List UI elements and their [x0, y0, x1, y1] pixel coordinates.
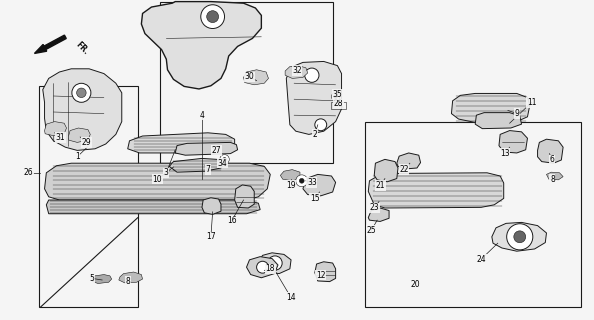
Text: 5: 5 [90, 274, 94, 283]
Polygon shape [235, 185, 254, 208]
Circle shape [220, 155, 229, 164]
Circle shape [77, 88, 86, 98]
Polygon shape [285, 66, 308, 78]
Bar [365, 122, 581, 307]
Text: 24: 24 [476, 255, 486, 264]
Polygon shape [492, 222, 546, 251]
Text: 11: 11 [527, 98, 536, 107]
Text: 32: 32 [292, 66, 302, 75]
Polygon shape [397, 153, 421, 169]
Polygon shape [244, 70, 268, 85]
Text: 33: 33 [307, 178, 317, 187]
FancyArrow shape [34, 35, 67, 53]
Text: 13: 13 [500, 149, 510, 158]
Text: 10: 10 [153, 175, 162, 184]
Polygon shape [46, 200, 260, 214]
Text: 28: 28 [334, 100, 343, 108]
Polygon shape [175, 142, 238, 155]
Polygon shape [315, 262, 336, 282]
Circle shape [507, 224, 533, 250]
Text: 35: 35 [333, 90, 342, 99]
Polygon shape [368, 208, 389, 221]
Text: 22: 22 [399, 165, 409, 174]
Text: 7: 7 [206, 165, 210, 174]
Circle shape [331, 92, 340, 101]
Text: 1: 1 [75, 152, 80, 161]
Polygon shape [546, 172, 563, 180]
Text: 17: 17 [206, 232, 216, 241]
Polygon shape [303, 174, 336, 196]
Circle shape [334, 95, 337, 99]
Polygon shape [45, 122, 67, 136]
Polygon shape [247, 257, 278, 278]
Polygon shape [280, 170, 300, 181]
Polygon shape [45, 163, 270, 200]
Circle shape [299, 179, 304, 183]
Polygon shape [286, 61, 342, 134]
Text: 19: 19 [286, 181, 296, 190]
Text: 16: 16 [227, 216, 236, 225]
Text: 25: 25 [366, 226, 376, 235]
Polygon shape [92, 275, 112, 284]
Circle shape [315, 119, 327, 131]
Text: 20: 20 [411, 280, 421, 289]
Text: 29: 29 [81, 138, 91, 147]
Circle shape [223, 157, 226, 161]
Circle shape [268, 256, 282, 270]
Polygon shape [202, 198, 221, 214]
Text: 8: 8 [550, 175, 555, 184]
Circle shape [257, 261, 268, 273]
Polygon shape [128, 133, 235, 153]
Polygon shape [68, 128, 90, 142]
Text: 6: 6 [550, 156, 555, 164]
Polygon shape [368, 173, 504, 208]
Text: 26: 26 [24, 168, 33, 177]
Circle shape [72, 83, 91, 102]
Circle shape [296, 175, 308, 187]
Polygon shape [538, 139, 563, 163]
Bar [331, 102, 346, 109]
Text: 4: 4 [200, 111, 204, 120]
Text: 27: 27 [212, 146, 222, 155]
Polygon shape [475, 113, 522, 129]
Text: 9: 9 [514, 109, 519, 118]
Polygon shape [374, 159, 398, 182]
Text: 18: 18 [266, 264, 275, 273]
Bar [160, 2, 333, 163]
Text: 8: 8 [125, 277, 130, 286]
Text: 12: 12 [316, 271, 326, 280]
Circle shape [514, 231, 526, 243]
Polygon shape [169, 158, 225, 172]
Text: 14: 14 [286, 293, 296, 302]
Polygon shape [258, 253, 291, 274]
Text: 2: 2 [312, 130, 317, 139]
Circle shape [207, 11, 219, 23]
Text: 15: 15 [310, 194, 320, 203]
Text: 31: 31 [56, 133, 65, 142]
Circle shape [201, 5, 225, 28]
Polygon shape [119, 272, 143, 283]
Text: 30: 30 [245, 72, 254, 81]
Polygon shape [43, 69, 122, 150]
Bar [39, 86, 138, 307]
Polygon shape [451, 93, 530, 122]
Text: FR.: FR. [74, 40, 91, 57]
Circle shape [305, 68, 319, 82]
Polygon shape [141, 2, 261, 89]
Text: 21: 21 [375, 181, 385, 190]
Polygon shape [499, 131, 527, 153]
Text: 3: 3 [164, 168, 169, 177]
Text: 34: 34 [218, 159, 228, 168]
Text: 23: 23 [369, 204, 379, 212]
